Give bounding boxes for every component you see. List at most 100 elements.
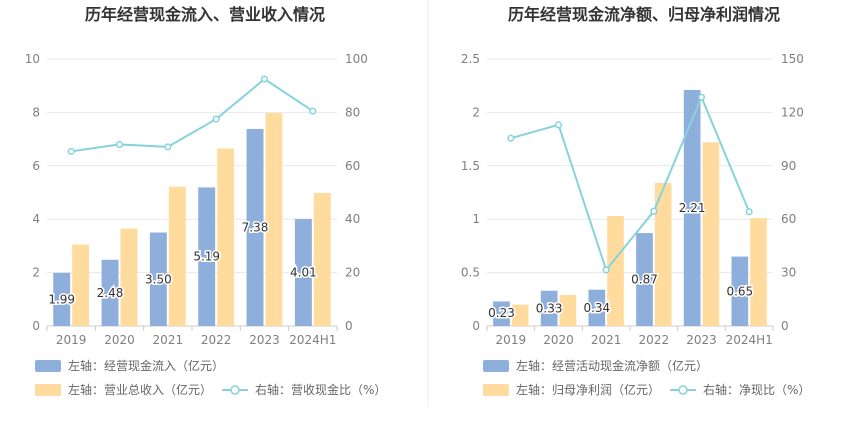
legend-label: 左轴：经营现金流入（亿元） [68,358,224,373]
right-axis-tick-label: 30 [781,266,796,280]
left-axis-tick-label: 4 [32,212,40,226]
bar-data-label: 7.38 [242,220,269,234]
bar-data-label: 0.34 [583,301,610,315]
ratio-line [71,77,314,153]
bar-data-label: 4.01 [290,265,317,279]
bar-data-label: 0.87 [631,273,658,287]
x-axis-category-label: 2023 [686,333,717,347]
bar-revenue [168,186,186,326]
right-axis-tick-label: 60 [345,159,360,173]
right-axis-tick-label: 100 [345,52,368,66]
bar-net-cashflow [636,233,653,326]
ratio-line-point [602,266,610,274]
legend-swatch [483,360,509,372]
chart-title: 历年经营现金流入、营业收入情况 [85,5,325,24]
x-axis-category-label: 2020 [104,333,135,347]
ratio-line-point [507,134,515,142]
ratio-line-point [67,147,75,155]
right-axis-tick-label: 150 [781,52,804,66]
x-axis-category-label: 2021 [591,333,622,347]
x-axis-category-label: 2022 [639,333,670,347]
left-axis-tick-label: 1 [472,212,480,226]
bar-net-profit [511,304,529,326]
ratio-line-point [745,208,753,216]
bar-net-profit [750,218,767,326]
left-axis-tick-label: 0.5 [461,266,480,280]
x-axis-category-label: 2022 [201,333,232,347]
bar-net-cashflow [731,256,749,326]
bar-data-label: 0.23 [488,306,515,320]
x-axis-category-label: 2019 [496,333,527,347]
x-axis-category-label: 2019 [56,333,87,347]
bar-net-profit [654,182,672,326]
legend-label: 右轴：净现比（%） [703,382,810,397]
legend-swatch [35,384,61,396]
right-axis-tick-label: 0 [345,319,353,333]
legend-line-marker [230,385,240,395]
ratio-line-point [650,207,658,215]
ratio-line-point [554,121,563,129]
right-axis-tick-label: 60 [781,212,796,226]
ratio-line-point [115,140,124,148]
x-axis-category-label: 2024H1 [289,333,336,347]
bar-revenue [313,193,331,326]
legend-label: 右轴：营收现金比（%） [255,382,386,397]
bar-net-cashflow [540,290,558,326]
bar-net-cashflow [493,301,510,326]
legend-label: 左轴：经营活动现金流净额（亿元） [516,358,708,373]
chart-title: 历年经营现金流净额、归母净利润情况 [508,5,780,24]
left-axis-tick-label: 0 [32,319,40,333]
right-axis-tick-label: 120 [781,105,804,119]
bar-cash-inflow [198,187,216,326]
left-axis-tick-label: 0 [472,319,480,333]
x-axis-category-label: 2024H1 [726,333,773,347]
bar-cash-inflow [294,218,312,326]
left-axis-tick-label: 6 [32,159,40,173]
right-axis-tick-label: 90 [781,159,796,173]
ratio-line-point [212,115,220,123]
bar-revenue [217,148,235,326]
bar-revenue [265,112,283,327]
ratio-line-point [309,107,317,115]
legend-line-marker [678,385,688,395]
legend-swatch [35,360,61,372]
ratio-line-point [260,75,269,83]
bar-data-label: 3.50 [145,272,172,286]
bar-net-profit [559,295,577,326]
right-axis-tick-label: 80 [345,105,360,119]
left-axis-tick-label: 1.5 [461,159,480,173]
ratio-line-point [697,93,706,101]
bar-revenue [120,228,138,326]
bar-net-cashflow [588,289,606,326]
left-axis-tick-label: 2 [472,105,480,119]
bar-cash-inflow [149,232,167,326]
bar-data-label: 5.19 [193,250,220,264]
left-axis-tick-label: 8 [32,105,40,119]
bar-revenue [72,244,90,326]
bar-net-profit [607,215,624,326]
x-axis-category-label: 2023 [249,333,280,347]
bar-net-profit [702,142,720,326]
bar-data-label: 0.33 [536,301,563,315]
x-axis-category-label: 2021 [153,333,184,347]
bar-cash-inflow [53,272,71,326]
legend-label: 左轴：营业总收入（亿元） [68,382,212,397]
legend-label: 左轴：归母净利润（亿元） [516,382,660,397]
right-axis-tick-label: 40 [345,212,360,226]
right-axis-tick-label: 0 [781,319,789,333]
bar-data-label: 2.48 [97,286,124,300]
cashflow-net-profit-chart: 历年经营现金流净额、归母净利润情况 0 0.5 1 1.5 2 2.5 0 30 60 90 120 1… [461,5,811,397]
left-axis-tick-label: 2 [32,266,40,280]
bar-data-label: 0.65 [726,284,753,298]
left-axis-tick-label: 10 [25,52,40,66]
bar-net-cashflow [683,89,701,326]
ratio-line [510,94,751,272]
right-axis-tick-label: 20 [345,266,360,280]
ratio-line-point [164,143,172,151]
bar-data-label: 2.21 [679,201,706,215]
bar-data-label: 1.99 [48,292,75,306]
legend-swatch [483,384,509,396]
bar-cash-inflow [101,259,119,326]
